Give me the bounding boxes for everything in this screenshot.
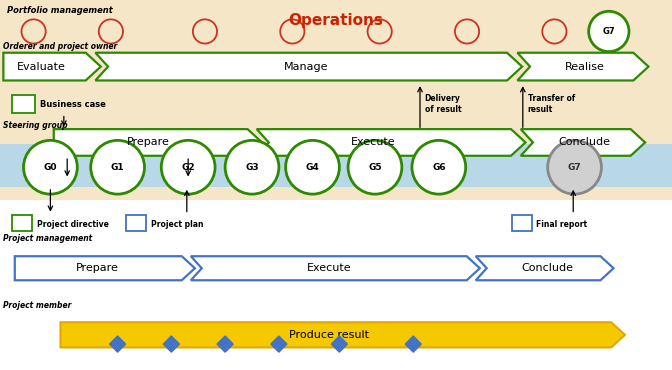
Ellipse shape [161,140,215,194]
Text: Conclude: Conclude [521,263,574,273]
Text: Transfer of
result: Transfer of result [528,94,575,114]
Text: G6: G6 [432,163,446,172]
Text: G2: G2 [181,163,195,172]
Text: Manage: Manage [284,61,328,72]
Bar [126,215,146,231]
Polygon shape [217,336,233,352]
Polygon shape [3,53,101,81]
Text: Execute: Execute [307,263,351,273]
Text: Orderer and project owner: Orderer and project owner [3,42,118,51]
Text: Project directive: Project directive [37,220,109,229]
Polygon shape [15,256,195,280]
Text: Project member: Project member [3,301,72,310]
Polygon shape [476,256,614,280]
Polygon shape [405,336,421,352]
Bar [0,200,672,370]
Text: Conclude: Conclude [558,137,611,148]
Bar [512,215,532,231]
Ellipse shape [24,140,77,194]
Polygon shape [331,336,347,352]
Text: G5: G5 [368,163,382,172]
Text: Evaluate: Evaluate [17,61,66,72]
Ellipse shape [548,140,601,194]
Text: G1: G1 [111,163,124,172]
Polygon shape [95,53,522,81]
Bar [12,95,35,113]
Polygon shape [271,336,287,352]
Polygon shape [191,256,480,280]
Ellipse shape [412,140,466,194]
Text: Portfolio management: Portfolio management [7,6,112,14]
Text: Project plan: Project plan [151,220,204,229]
Polygon shape [60,322,625,347]
Text: G7: G7 [568,163,581,172]
Text: Realise: Realise [564,61,605,72]
Ellipse shape [225,140,279,194]
Text: Operations: Operations [288,13,384,28]
Polygon shape [110,336,126,352]
Bar [0,144,672,187]
Text: Final report: Final report [536,220,587,229]
Text: Produce result: Produce result [289,330,370,340]
Polygon shape [163,336,179,352]
Text: G3: G3 [245,163,259,172]
Text: Execute: Execute [351,137,395,148]
Polygon shape [521,129,645,156]
Text: Steering group: Steering group [3,121,68,130]
Text: Business case: Business case [40,100,106,109]
Polygon shape [517,53,648,81]
Ellipse shape [348,140,402,194]
Polygon shape [257,129,526,156]
Text: G4: G4 [306,163,319,172]
Ellipse shape [589,11,629,51]
Text: Project management: Project management [3,234,93,243]
Ellipse shape [286,140,339,194]
Ellipse shape [91,140,144,194]
Bar [12,215,32,231]
Text: Delivery
of result: Delivery of result [425,94,462,114]
Text: Prepare: Prepare [126,137,169,148]
Polygon shape [54,129,262,156]
Text: G7: G7 [603,27,615,36]
Text: Prepare: Prepare [76,263,119,273]
Text: G0: G0 [44,163,57,172]
